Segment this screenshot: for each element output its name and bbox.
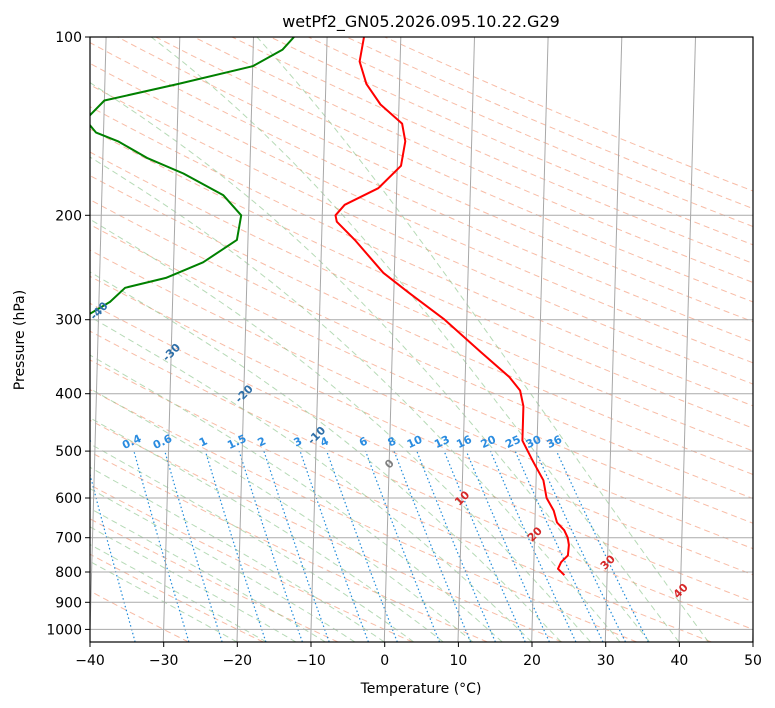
isotherm xyxy=(383,37,402,642)
x-tick-label: −40 xyxy=(75,653,105,669)
moist-adiabat xyxy=(256,37,709,642)
dry-adiabat xyxy=(90,451,488,642)
dry-adiabat xyxy=(90,249,753,550)
plot-frame xyxy=(89,36,754,643)
mixing-ratio-line xyxy=(90,472,136,642)
mixing-ratio-line xyxy=(299,450,369,642)
y-tick-label: 300 xyxy=(55,313,82,329)
mixing-ratio-line xyxy=(133,450,190,642)
isobars xyxy=(90,37,753,630)
mixing-ratio-line xyxy=(555,450,649,642)
y-axis-label: Pressure (hPa) xyxy=(12,290,28,390)
dry-adiabat xyxy=(90,199,753,500)
x-axis-label: Temperature (°C) xyxy=(360,681,482,697)
mixing-ratio-line xyxy=(416,450,496,642)
y-tick-label: 600 xyxy=(55,491,82,507)
mixing-ratio-label: 25 xyxy=(503,433,522,451)
mixing-ratio-line xyxy=(238,450,303,642)
moist-adiabat xyxy=(90,82,650,642)
x-axis-ticks: −40 −30 −20 −10 0 10 20 30 40 50 xyxy=(75,642,762,669)
moist-adiabat xyxy=(90,156,621,642)
isotherm xyxy=(236,37,254,642)
y-tick-label: 700 xyxy=(55,531,82,547)
mixing-ratio-label: 10 xyxy=(405,433,425,451)
dry-adiabat xyxy=(90,151,753,452)
moist-adiabats xyxy=(90,37,709,642)
mixing-ratio-line xyxy=(443,450,526,642)
moist-adiabat xyxy=(90,354,503,642)
y-tick-label: 100 xyxy=(55,30,82,46)
x-tick-label: 50 xyxy=(744,653,762,669)
mixing-ratio-line xyxy=(514,450,604,642)
chart-title: wetPf2_GN05.2026.095.10.22.G29 xyxy=(282,12,560,32)
mixing-ratio-label: 13 xyxy=(432,433,451,451)
dry-adiabat xyxy=(90,84,753,385)
mixing-ratio-line xyxy=(465,450,550,642)
mixing-ratio-line xyxy=(263,450,330,642)
isotherm xyxy=(162,37,181,642)
y-axis-ticks: 1000 900 800 700 600 500 400 300 200 100 xyxy=(46,30,90,638)
mixing-ratio-label: 20 xyxy=(479,433,499,451)
y-tick-label: 500 xyxy=(55,444,82,460)
mixing-ratio-label: 0.2 xyxy=(70,432,93,452)
moist-adiabat xyxy=(90,466,385,642)
mixing-ratio-label: 30 xyxy=(524,433,544,451)
isotherms xyxy=(90,37,753,642)
isotherm xyxy=(531,37,549,642)
moist-adiabat xyxy=(90,488,356,642)
x-tick-label: 0 xyxy=(380,653,389,669)
x-tick-label: −20 xyxy=(223,653,253,669)
mixing-ratio-line xyxy=(204,450,267,642)
moist-adiabat xyxy=(90,417,444,642)
y-tick-label: 400 xyxy=(55,387,82,403)
dry-adiabat xyxy=(90,419,563,642)
dry-adiabat xyxy=(90,128,753,429)
dry-adiabat xyxy=(90,106,753,407)
dry-adiabat xyxy=(90,42,753,343)
isotherm xyxy=(90,37,107,642)
moist-adiabat xyxy=(150,37,680,642)
x-tick-label: 30 xyxy=(597,653,615,669)
isotherm xyxy=(604,37,623,642)
moist-adiabat xyxy=(90,507,326,642)
dewpoint-trace xyxy=(90,37,295,315)
moist-adiabat xyxy=(90,526,297,642)
mixing-ratio-label: 36 xyxy=(545,433,565,451)
dry-adiabat xyxy=(117,37,753,323)
sounding-traces xyxy=(90,37,570,576)
x-tick-label: −30 xyxy=(149,653,179,669)
y-tick-label: 200 xyxy=(55,208,82,224)
mixing-ratio-line xyxy=(535,450,627,642)
x-tick-label: 20 xyxy=(523,653,541,669)
x-tick-label: −10 xyxy=(296,653,326,669)
x-tick-label: 40 xyxy=(670,653,688,669)
dry-adiabat xyxy=(90,175,753,475)
dry-adiabat xyxy=(90,302,753,603)
isotherm xyxy=(310,37,328,642)
moist-adiabat xyxy=(90,316,533,642)
mixing-ratio-lines xyxy=(90,450,649,642)
mixing-ratio-label: 16 xyxy=(454,433,474,451)
dry-adiabat xyxy=(90,275,753,576)
moist-adiabat xyxy=(90,218,591,642)
moist-adiabat xyxy=(90,271,562,642)
y-tick-label: 900 xyxy=(55,595,82,611)
mixing-ratio-line xyxy=(164,450,223,642)
dry-adiabat xyxy=(155,37,753,303)
isotherm xyxy=(678,37,696,642)
mixing-ratio-line xyxy=(489,450,577,642)
dry-adiabat xyxy=(90,62,753,364)
dry-adiabat xyxy=(90,330,753,630)
temperature-trace xyxy=(334,37,570,576)
x-tick-label: 10 xyxy=(449,653,467,669)
y-tick-label: 1000 xyxy=(46,622,82,638)
y-tick-label: 800 xyxy=(55,565,82,581)
moist-adiabat xyxy=(90,388,474,642)
dry-adiabat xyxy=(90,359,712,642)
